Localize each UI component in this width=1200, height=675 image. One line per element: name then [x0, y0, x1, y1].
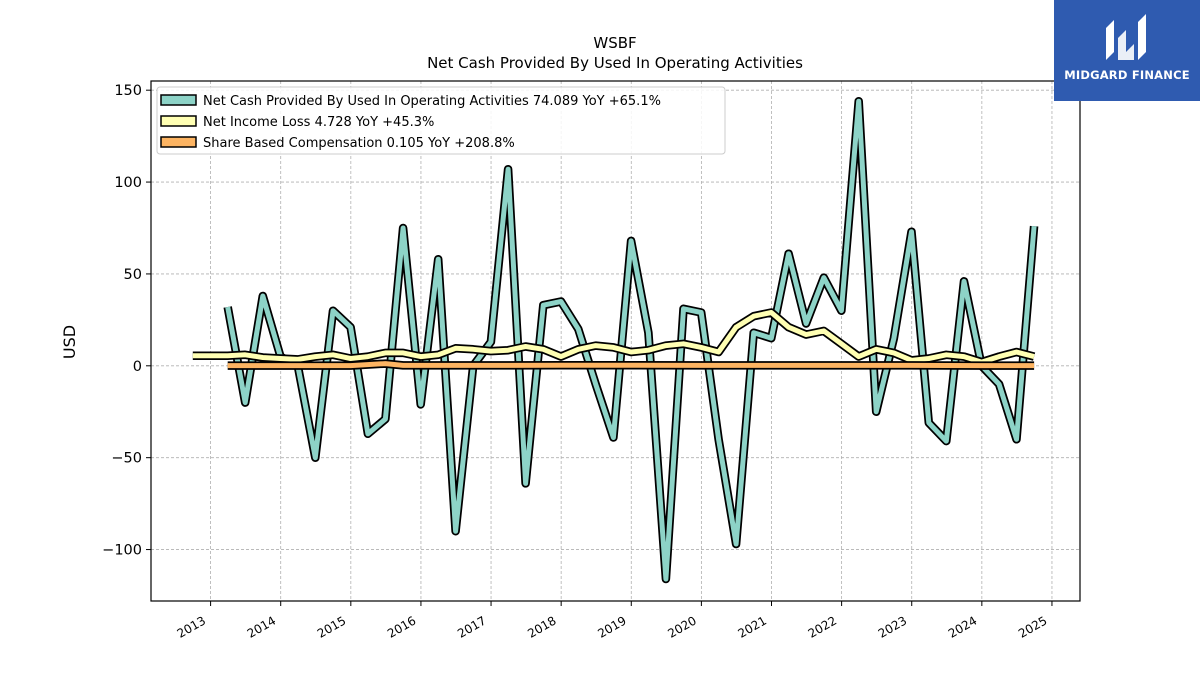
legend-swatch	[160, 115, 197, 127]
y-tick-label: −50	[111, 451, 142, 467]
logo-mark-icon	[1106, 14, 1146, 60]
x-tick-label: 2015	[315, 613, 348, 640]
x-tick-label: 2018	[525, 613, 558, 640]
series-1	[223, 96, 1039, 584]
logo-text: MIDGARD FINANCE	[1064, 68, 1190, 82]
y-tick-label: 150	[114, 83, 142, 99]
legend-swatch	[160, 136, 197, 148]
legend-swatch	[160, 94, 197, 106]
legend-label: Net Income Loss 4.728 YoY +45.3%	[203, 115, 434, 130]
chart-title: WSBF	[593, 34, 636, 52]
series-3	[227, 359, 1035, 370]
x-tick-label: 2025	[1016, 613, 1049, 640]
legend-label: Net Cash Provided By Used In Operating A…	[203, 94, 661, 109]
y-tick-label: −100	[102, 543, 142, 559]
series-line	[192, 310, 1035, 365]
y-tick-label: 100	[114, 175, 142, 191]
x-tick-label: 2022	[806, 613, 839, 640]
x-tick-label: 2016	[385, 613, 418, 640]
x-tick-label: 2019	[595, 613, 628, 640]
series-lines	[192, 96, 1039, 584]
grid	[151, 81, 1080, 601]
x-tick-label: 2020	[665, 613, 698, 640]
x-tick-label: 2017	[455, 613, 488, 640]
x-tick-label: 2021	[736, 613, 769, 640]
legend: Net Cash Provided By Used In Operating A…	[156, 86, 726, 155]
x-tick-label: 2024	[946, 613, 979, 640]
x-tick-label: 2014	[245, 613, 278, 640]
plot-frame	[150, 80, 1081, 602]
x-tick-label: 2023	[876, 613, 909, 640]
legend-label: Share Based Compensation 0.105 YoY +208.…	[203, 136, 515, 151]
series-2	[192, 308, 1036, 367]
x-tick-label: 2013	[175, 613, 208, 640]
y-tick-label: 50	[124, 267, 142, 283]
series-line	[227, 361, 1035, 369]
y-tick-label: 0	[133, 359, 142, 375]
series-line	[225, 98, 1037, 582]
legend-box	[156, 86, 726, 155]
y-axis-label: USD	[60, 325, 79, 359]
chart-subtitle: Net Cash Provided By Used In Operating A…	[427, 54, 803, 72]
brand-logo: MIDGARD FINANCE	[1054, 0, 1200, 101]
